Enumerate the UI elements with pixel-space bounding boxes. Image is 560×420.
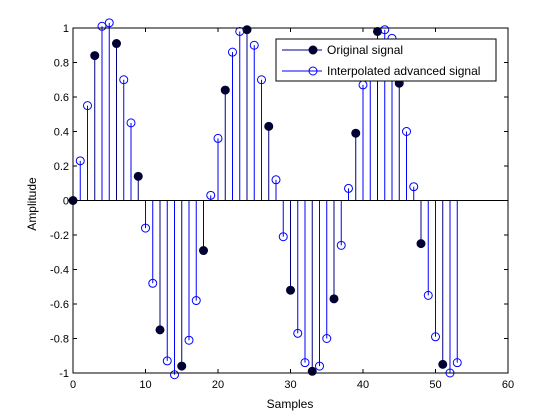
interpolated-point bbox=[235, 26, 245, 36]
x-tick-label: 30 bbox=[284, 379, 296, 391]
legend-original-marker bbox=[308, 45, 318, 55]
interpolated-point bbox=[257, 75, 266, 85]
x-tick-label: 50 bbox=[429, 379, 441, 391]
legend-original-label: Original signal bbox=[327, 43, 403, 57]
interpolated-point bbox=[315, 361, 324, 371]
y-tick-label: -0.2 bbox=[50, 230, 69, 242]
original-point bbox=[242, 25, 252, 35]
interpolated-point bbox=[213, 133, 223, 143]
interpolated-point bbox=[300, 358, 310, 368]
interpolated-point bbox=[191, 296, 201, 306]
original-point bbox=[307, 366, 317, 376]
original-point bbox=[351, 128, 361, 138]
interpolated-point bbox=[97, 21, 107, 31]
interpolated-point bbox=[380, 25, 390, 35]
interpolated-point bbox=[141, 223, 150, 233]
interpolated-point bbox=[344, 183, 353, 193]
x-tick-label: 10 bbox=[139, 379, 151, 391]
x-tick-label: 40 bbox=[357, 379, 369, 391]
interpolated-point bbox=[162, 356, 172, 366]
interpolated-point bbox=[126, 118, 136, 128]
interpolated-point bbox=[409, 182, 419, 192]
y-axis-label: Amplitude bbox=[25, 177, 39, 231]
interpolated-point bbox=[402, 127, 411, 136]
interpolated-point bbox=[206, 190, 216, 200]
y-tick-label: 0.2 bbox=[54, 161, 69, 173]
original-point bbox=[264, 121, 274, 131]
interpolated-point bbox=[170, 370, 179, 380]
y-ticks: -1 -0.8 -0.6 -0.4 -0.2 0 0.2 0.4 0.6 0.8 1 bbox=[50, 23, 508, 380]
interpolated-point bbox=[104, 18, 114, 28]
interpolated-point bbox=[148, 278, 158, 288]
legend-interpolated-label: Interpolated advanced signal bbox=[327, 64, 480, 78]
interpolated-point bbox=[119, 75, 129, 85]
original-point bbox=[286, 285, 295, 295]
y-tick-label: 0.8 bbox=[54, 58, 69, 70]
x-tick-label: 20 bbox=[212, 379, 224, 391]
y-tick-label: -0.6 bbox=[50, 299, 69, 311]
interpolated-point bbox=[322, 334, 332, 343]
x-ticks: 0 10 20 30 40 50 60 bbox=[70, 28, 514, 391]
interpolated-point bbox=[336, 240, 346, 250]
y-tick-label: 0.6 bbox=[54, 92, 69, 104]
x-tick-label: 0 bbox=[70, 379, 76, 391]
original-point bbox=[438, 359, 448, 369]
x-tick-label: 60 bbox=[502, 379, 514, 391]
interpolated-point bbox=[83, 101, 92, 111]
interpolated-point bbox=[278, 232, 288, 242]
interpolated-point bbox=[228, 47, 237, 57]
y-tick-label: -0.4 bbox=[50, 265, 69, 277]
interpolated-point bbox=[184, 335, 194, 345]
original-point bbox=[133, 171, 143, 181]
interpolated-point bbox=[75, 156, 85, 166]
original-point bbox=[155, 325, 165, 335]
interpolated-point bbox=[249, 40, 259, 50]
original-point bbox=[329, 294, 339, 304]
interpolated-point bbox=[452, 358, 462, 368]
legend: Original signal Interpolated advanced si… bbox=[275, 38, 497, 82]
interpolated-point bbox=[293, 328, 303, 338]
original-point bbox=[177, 361, 187, 371]
legend-interpolated-marker bbox=[308, 66, 318, 76]
y-tick-label: 1 bbox=[63, 23, 69, 35]
y-tick-label: -1 bbox=[59, 368, 69, 380]
stem-markers bbox=[68, 18, 462, 380]
interpolated-point bbox=[271, 175, 281, 185]
x-axis-label: Samples bbox=[267, 397, 314, 411]
original-point bbox=[90, 51, 100, 61]
interpolated-point bbox=[431, 332, 440, 342]
y-tick-label: 0 bbox=[63, 196, 69, 208]
original-point bbox=[373, 26, 382, 36]
original-point bbox=[220, 85, 230, 95]
y-tick-label: 0.4 bbox=[54, 127, 69, 139]
original-point bbox=[416, 239, 426, 249]
original-point bbox=[112, 39, 121, 49]
interpolated-point bbox=[423, 290, 433, 300]
original-point bbox=[199, 246, 208, 256]
y-tick-label: -0.8 bbox=[50, 334, 69, 346]
